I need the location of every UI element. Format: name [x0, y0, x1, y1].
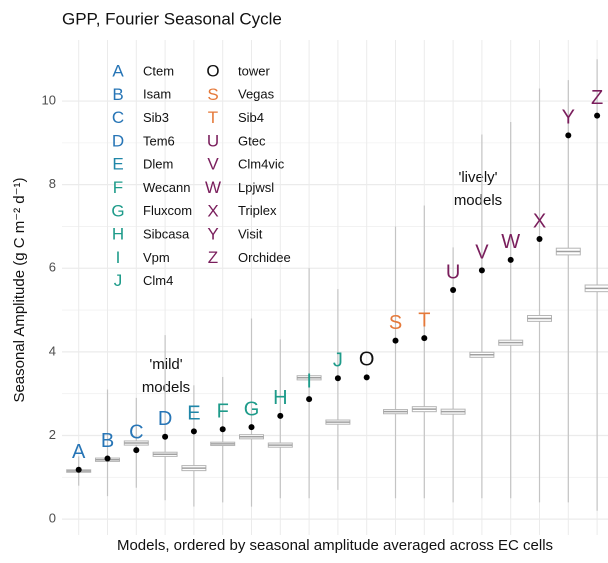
legend-label: Ctem: [143, 63, 174, 78]
annotation: models: [454, 192, 502, 209]
point-letter: J: [333, 350, 343, 372]
point: [75, 466, 82, 473]
point-letter: B: [101, 430, 114, 452]
point: [565, 132, 572, 139]
y-tick-label: 2: [49, 427, 56, 442]
legend-label: Isam: [143, 87, 171, 102]
y-tick-label: 6: [49, 260, 56, 275]
legend-letter: T: [208, 108, 218, 127]
legend-label: Dlem: [143, 157, 173, 172]
annotation: 'mild': [149, 356, 182, 373]
legend-label: Wecann: [143, 180, 190, 195]
point-letter: U: [446, 261, 460, 283]
point-letter: O: [359, 349, 375, 371]
point-letter: I: [306, 370, 312, 392]
point: [219, 426, 226, 433]
point: [133, 447, 140, 454]
legend-letter: I: [116, 248, 121, 267]
point: [421, 335, 428, 342]
legend-label: Sib3: [143, 110, 169, 125]
point: [306, 396, 313, 403]
legend-letter: U: [207, 131, 219, 150]
legend-letter: X: [207, 201, 218, 220]
legend-label: tower: [238, 63, 270, 78]
legend-letter: D: [112, 131, 124, 150]
point-letter: V: [475, 242, 489, 264]
legend-letter: Z: [208, 248, 218, 267]
point: [334, 375, 341, 382]
point: [104, 455, 111, 462]
point: [536, 236, 543, 243]
point: [507, 256, 514, 263]
legend-letter: V: [207, 155, 219, 174]
point: [450, 287, 457, 294]
point-letter: H: [273, 387, 287, 409]
legend-label: Orchidee: [238, 250, 291, 265]
point: [594, 112, 601, 119]
legend-label: Clm4: [143, 273, 173, 288]
point-letter: T: [418, 309, 430, 331]
legend-letter: A: [112, 61, 124, 80]
point-letter: F: [217, 401, 229, 423]
point-letter: Z: [591, 87, 603, 109]
legend-label: Vpm: [143, 250, 170, 265]
legend-letter: C: [112, 108, 124, 127]
legend-letter: O: [206, 61, 219, 80]
y-tick-label: 4: [49, 343, 56, 358]
legend-letter: B: [112, 85, 123, 104]
point-letter: A: [72, 441, 86, 463]
point-letter: G: [244, 398, 260, 420]
legend-letter: S: [207, 85, 218, 104]
point-letter: E: [187, 403, 200, 425]
point-letter: X: [533, 210, 546, 232]
legend-letter: E: [112, 155, 123, 174]
point-letter: W: [501, 231, 520, 253]
legend-label: Tem6: [143, 133, 175, 148]
point: [392, 337, 399, 344]
legend-label: Visit: [238, 227, 263, 242]
y-tick-label: 0: [49, 511, 56, 526]
legend-label: Triplex: [238, 203, 277, 218]
annotation: 'lively': [458, 169, 497, 186]
point-letter: D: [158, 408, 172, 430]
legend-letter: H: [112, 225, 124, 244]
point: [190, 428, 197, 435]
y-tick-label: 8: [49, 176, 56, 191]
point-letter: C: [129, 421, 143, 443]
legend-letter: J: [114, 271, 123, 290]
legend-letter: Y: [207, 225, 218, 244]
point: [277, 412, 284, 419]
legend-label: Fluxcom: [143, 203, 192, 218]
point-letter: S: [389, 312, 402, 334]
legend-label: Gtec: [238, 133, 266, 148]
legend-label: Lpjwsl: [238, 180, 274, 195]
y-axis-label: Seasonal Amplitude (g C m⁻² d⁻¹): [11, 177, 28, 402]
legend-letter: G: [111, 201, 124, 220]
legend-label: Clm4vic: [238, 157, 285, 172]
y-tick-label: 10: [42, 92, 56, 107]
point-letter: Y: [562, 107, 575, 129]
legend-label: Vegas: [238, 87, 275, 102]
legend-letter: F: [113, 178, 123, 197]
point: [478, 267, 485, 274]
legend-letter: W: [205, 178, 221, 197]
chart-title: GPP, Fourier Seasonal Cycle: [62, 9, 282, 28]
annotation: models: [142, 379, 190, 396]
point: [162, 433, 169, 440]
point: [363, 374, 370, 381]
legend-label: Sib4: [238, 110, 264, 125]
x-axis-label: Models, ordered by seasonal amplitude av…: [117, 537, 553, 554]
legend-label: Sibcasa: [143, 227, 190, 242]
point: [248, 424, 255, 431]
